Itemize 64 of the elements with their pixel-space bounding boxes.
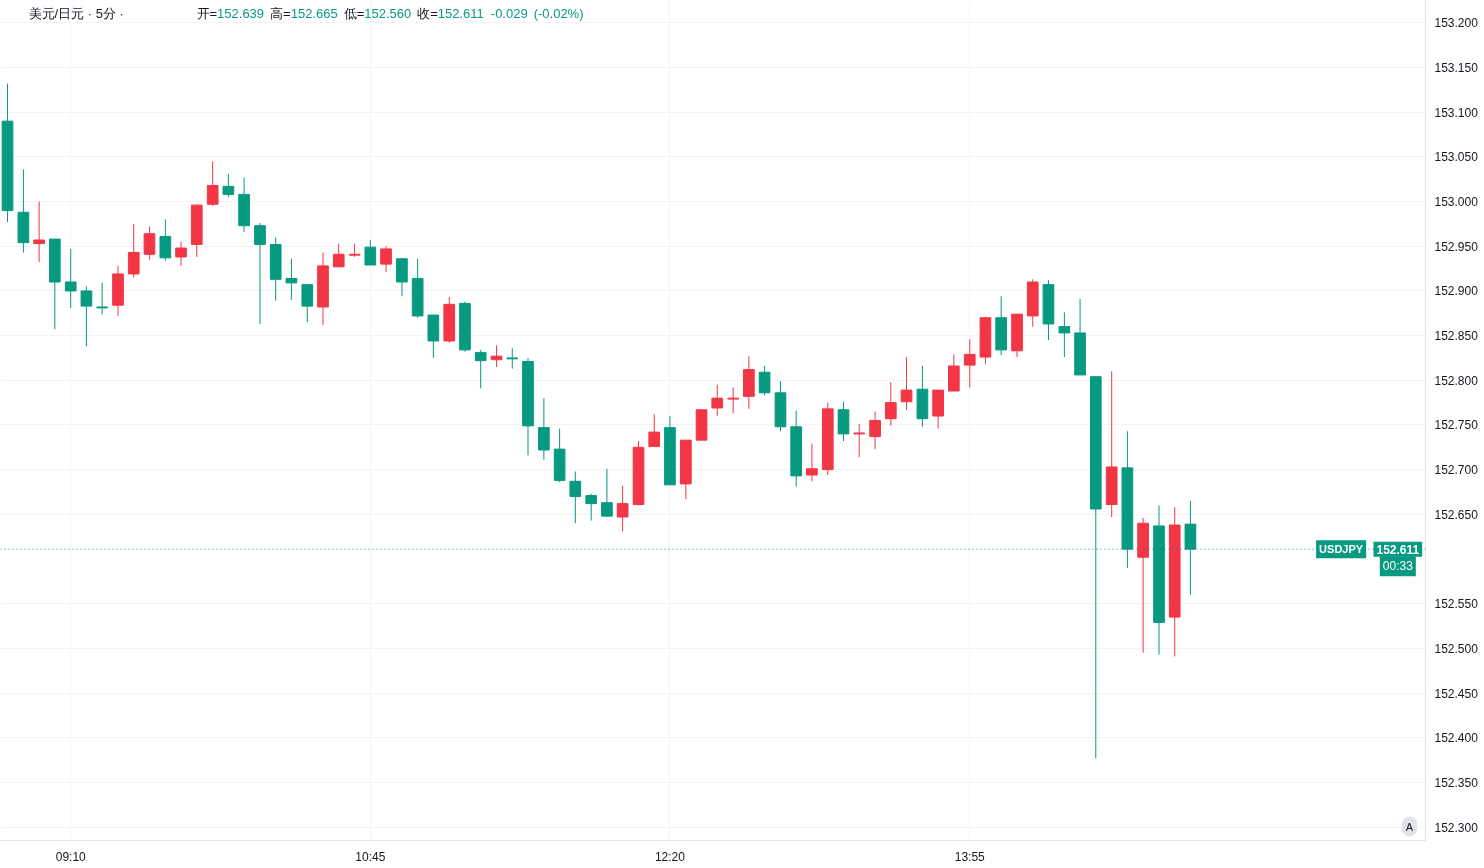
candlestick bbox=[506, 347, 519, 370]
candlestick bbox=[538, 397, 550, 461]
candlestick bbox=[143, 226, 156, 261]
candlestick bbox=[380, 245, 392, 273]
x-tick-label: 10:45 bbox=[355, 849, 386, 864]
y-tick-label: 152.650 bbox=[1434, 507, 1479, 522]
annotation: 152.611 bbox=[1376, 542, 1420, 557]
y-tick-label: 153.150 bbox=[1434, 61, 1479, 76]
x-tick-label: 12:20 bbox=[654, 849, 686, 864]
candlestick bbox=[206, 160, 219, 207]
candlestick bbox=[474, 349, 487, 389]
candlestick bbox=[80, 285, 93, 347]
y-tick-label: 152.550 bbox=[1434, 597, 1479, 612]
candlestick bbox=[585, 493, 598, 522]
candlestick bbox=[869, 411, 881, 450]
annotation: A bbox=[1405, 820, 1414, 833]
y-tick-label: 152.800 bbox=[1434, 373, 1479, 388]
candlestick bbox=[175, 241, 187, 267]
candlestick bbox=[33, 201, 45, 263]
candlestick bbox=[569, 470, 582, 524]
candlestick bbox=[254, 222, 266, 325]
y-tick-label: 152.300 bbox=[1434, 820, 1479, 835]
candlestick bbox=[806, 443, 818, 482]
candlestick bbox=[963, 338, 976, 388]
x-tick-label: 13:55 bbox=[954, 849, 986, 864]
candlestick bbox=[490, 344, 503, 368]
candlestick bbox=[727, 386, 739, 414]
text: 美元/日元 · 5分 · bbox=[28, 6, 124, 21]
candlestick bbox=[1058, 311, 1071, 358]
candlestick bbox=[711, 384, 724, 417]
y-tick-label: 152.400 bbox=[1434, 731, 1479, 746]
annotation: 00:33 bbox=[1382, 559, 1414, 574]
candlestick bbox=[96, 282, 108, 315]
y-tick-label: 152.450 bbox=[1434, 686, 1479, 701]
candlestick bbox=[64, 248, 77, 309]
y-tick-label: 153.050 bbox=[1434, 150, 1479, 165]
y-tick-label: 152.700 bbox=[1434, 463, 1479, 478]
y-tick-label: 152.350 bbox=[1434, 775, 1479, 790]
y-tick-label: 153.200 bbox=[1434, 16, 1479, 31]
candlestick bbox=[222, 173, 235, 198]
candlestick bbox=[396, 257, 408, 297]
candlestick bbox=[159, 218, 172, 262]
candlestick bbox=[648, 413, 661, 448]
candlestick bbox=[616, 485, 629, 532]
candlestick bbox=[853, 423, 866, 458]
y-tick-label: 152.850 bbox=[1434, 329, 1479, 344]
candlestick bbox=[884, 381, 897, 427]
text: 开=152.639 高=152.665 低=152.560 收=152.611 -0.029 (-0.02%) bbox=[196, 6, 584, 21]
candlestick bbox=[601, 468, 613, 518]
candlestick bbox=[364, 239, 377, 266]
y-tick-label: 153.100 bbox=[1434, 105, 1479, 120]
y-tick-label: 152.500 bbox=[1434, 641, 1479, 656]
candlestick bbox=[900, 356, 913, 411]
candlestick bbox=[758, 365, 771, 396]
candlestick bbox=[332, 243, 345, 268]
candlestick bbox=[285, 258, 298, 301]
candlestick bbox=[127, 223, 140, 279]
y-tick-label: 152.750 bbox=[1434, 418, 1479, 433]
candlestick bbox=[301, 284, 314, 323]
x-tick-label: 09:10 bbox=[55, 849, 87, 864]
y-tick-label: 152.950 bbox=[1434, 239, 1479, 254]
y-tick-label: 152.900 bbox=[1434, 284, 1479, 299]
y-tick-label: 153.000 bbox=[1434, 195, 1479, 210]
ref-line-label: USDJPY bbox=[1319, 543, 1364, 556]
